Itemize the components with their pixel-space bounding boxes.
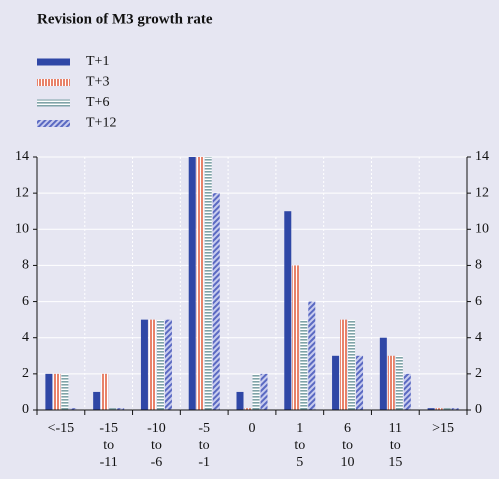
y-tick-label: 4 xyxy=(475,330,482,345)
legend-label: T+3 xyxy=(86,75,109,90)
x-tick-label: -5 to -1 xyxy=(198,421,211,470)
y-tick-label: 0 xyxy=(22,402,29,417)
bar xyxy=(45,373,53,410)
y-tick-label: 10 xyxy=(475,222,489,237)
bar xyxy=(395,355,403,410)
x-tick-label: 0 xyxy=(248,421,256,436)
y-tick-label: 14 xyxy=(15,149,29,164)
y-tick-label: 12 xyxy=(475,185,489,200)
bar xyxy=(93,391,101,410)
legend-label: T+6 xyxy=(86,95,109,110)
y-tick-label: 6 xyxy=(22,294,29,309)
bar xyxy=(204,157,212,410)
bar xyxy=(188,157,196,410)
bar xyxy=(292,265,300,410)
x-tick-label: >15 xyxy=(432,421,455,436)
legend-swatch xyxy=(37,99,70,107)
bar xyxy=(403,373,411,410)
legend-swatch xyxy=(37,58,70,66)
y-tick-label: 8 xyxy=(475,258,482,273)
bar xyxy=(451,408,459,410)
x-tick-label: -15 to -11 xyxy=(99,421,118,470)
y-tick-label: 10 xyxy=(15,222,29,237)
bar xyxy=(300,319,308,410)
x-tick-label: 1 to 5 xyxy=(294,421,306,470)
bar xyxy=(356,355,364,410)
y-tick-label: 12 xyxy=(15,185,29,200)
x-tick-label: 6 to 10 xyxy=(340,421,355,470)
bar xyxy=(148,319,156,410)
bar xyxy=(308,301,316,410)
bar xyxy=(164,319,172,410)
bar xyxy=(435,408,443,410)
bar xyxy=(348,319,356,410)
legend-label: T+12 xyxy=(86,116,116,131)
y-tick-label: 2 xyxy=(475,366,482,381)
bar xyxy=(53,373,61,410)
bar xyxy=(260,373,268,410)
y-tick-label: 8 xyxy=(22,258,29,273)
bar xyxy=(332,355,340,410)
y-tick-label: 2 xyxy=(22,366,29,381)
bar xyxy=(427,408,435,410)
bar xyxy=(340,319,348,410)
bar xyxy=(117,408,125,410)
bar xyxy=(196,157,204,410)
bar xyxy=(379,337,387,410)
bar xyxy=(140,319,148,410)
legend-swatch xyxy=(37,79,70,86)
y-tick-label: 0 xyxy=(475,402,482,417)
bar xyxy=(284,211,292,410)
bar xyxy=(212,193,220,410)
x-tick-label: <-15 xyxy=(47,421,75,436)
legend-swatch xyxy=(37,120,70,127)
bar xyxy=(109,408,117,410)
bar xyxy=(69,408,77,410)
x-tick-label: 11 to 15 xyxy=(388,421,403,470)
bar xyxy=(244,408,252,410)
y-tick-label: 6 xyxy=(475,294,482,309)
bar xyxy=(61,373,69,410)
y-tick-label: 4 xyxy=(22,330,29,345)
bar xyxy=(101,373,109,410)
y-tick-label: 14 xyxy=(475,149,489,164)
bar xyxy=(443,408,451,410)
bar xyxy=(252,373,260,410)
chart-title: Revision of M3 growth rate xyxy=(37,11,213,27)
x-tick-label: -10 to -6 xyxy=(147,421,166,470)
bar xyxy=(156,319,164,410)
bar xyxy=(387,355,395,410)
bar xyxy=(236,391,244,410)
legend-label: T+1 xyxy=(86,54,109,69)
